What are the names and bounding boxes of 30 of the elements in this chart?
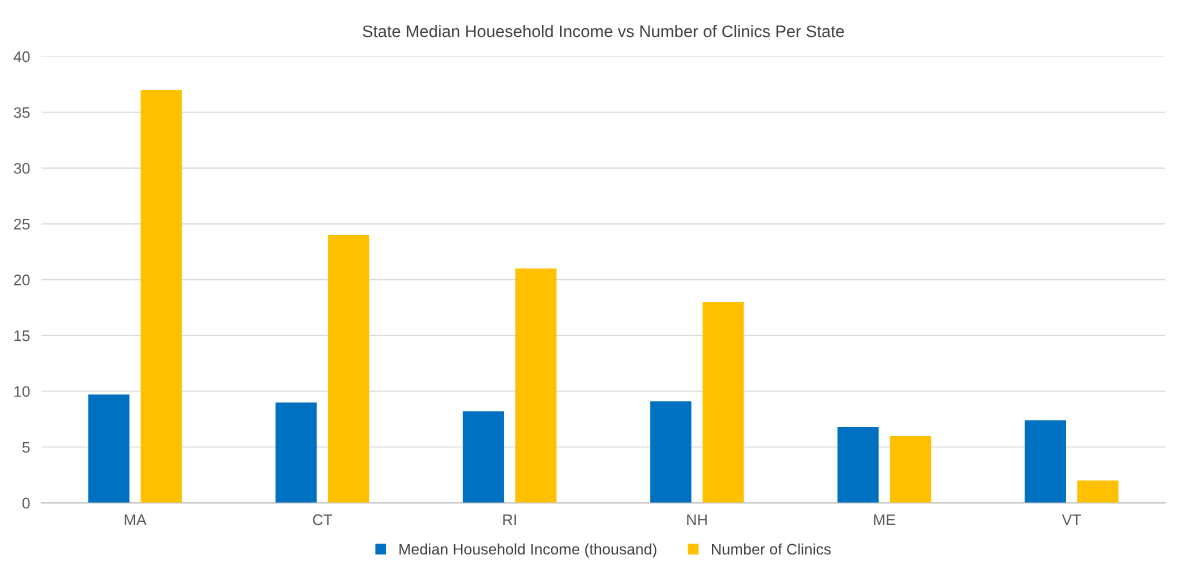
y-tick-label: 30 (13, 162, 30, 174)
bar (1077, 480, 1119, 503)
y-tick-label: 10 (14, 386, 30, 397)
bar (140, 89, 182, 503)
bar (650, 401, 692, 503)
x-tick-label: MA (124, 514, 147, 526)
bar (88, 394, 130, 503)
y-tick-label: 0 (22, 497, 30, 509)
x-tick-label: RI (503, 514, 516, 526)
y-tick-label: 25 (14, 218, 30, 230)
x-tick-label: NH (687, 514, 707, 526)
bar (1024, 420, 1066, 503)
y-tick-label: 5 (22, 442, 30, 453)
y-tick-label: 35 (13, 107, 30, 118)
bar (889, 435, 932, 503)
x-tick-label: VT (1061, 514, 1082, 526)
y-tick-label: 20 (14, 274, 30, 286)
legend-label: Median Household Income (thousand) (399, 543, 657, 558)
bar (837, 426, 879, 503)
x-tick-label: ME (874, 514, 896, 526)
bar (515, 268, 557, 503)
x-tick-label: CT (312, 514, 333, 526)
chart-title: State Median Houesehold Income vs Number of Clinics Per State (362, 24, 844, 38)
legend-label: Number of Clinics (712, 543, 831, 555)
y-tick-label: 40 (13, 51, 30, 63)
bar (702, 301, 744, 503)
bar (327, 235, 370, 503)
y-tick-label: 15 (14, 330, 30, 342)
bar (275, 402, 317, 503)
bar (462, 411, 505, 503)
